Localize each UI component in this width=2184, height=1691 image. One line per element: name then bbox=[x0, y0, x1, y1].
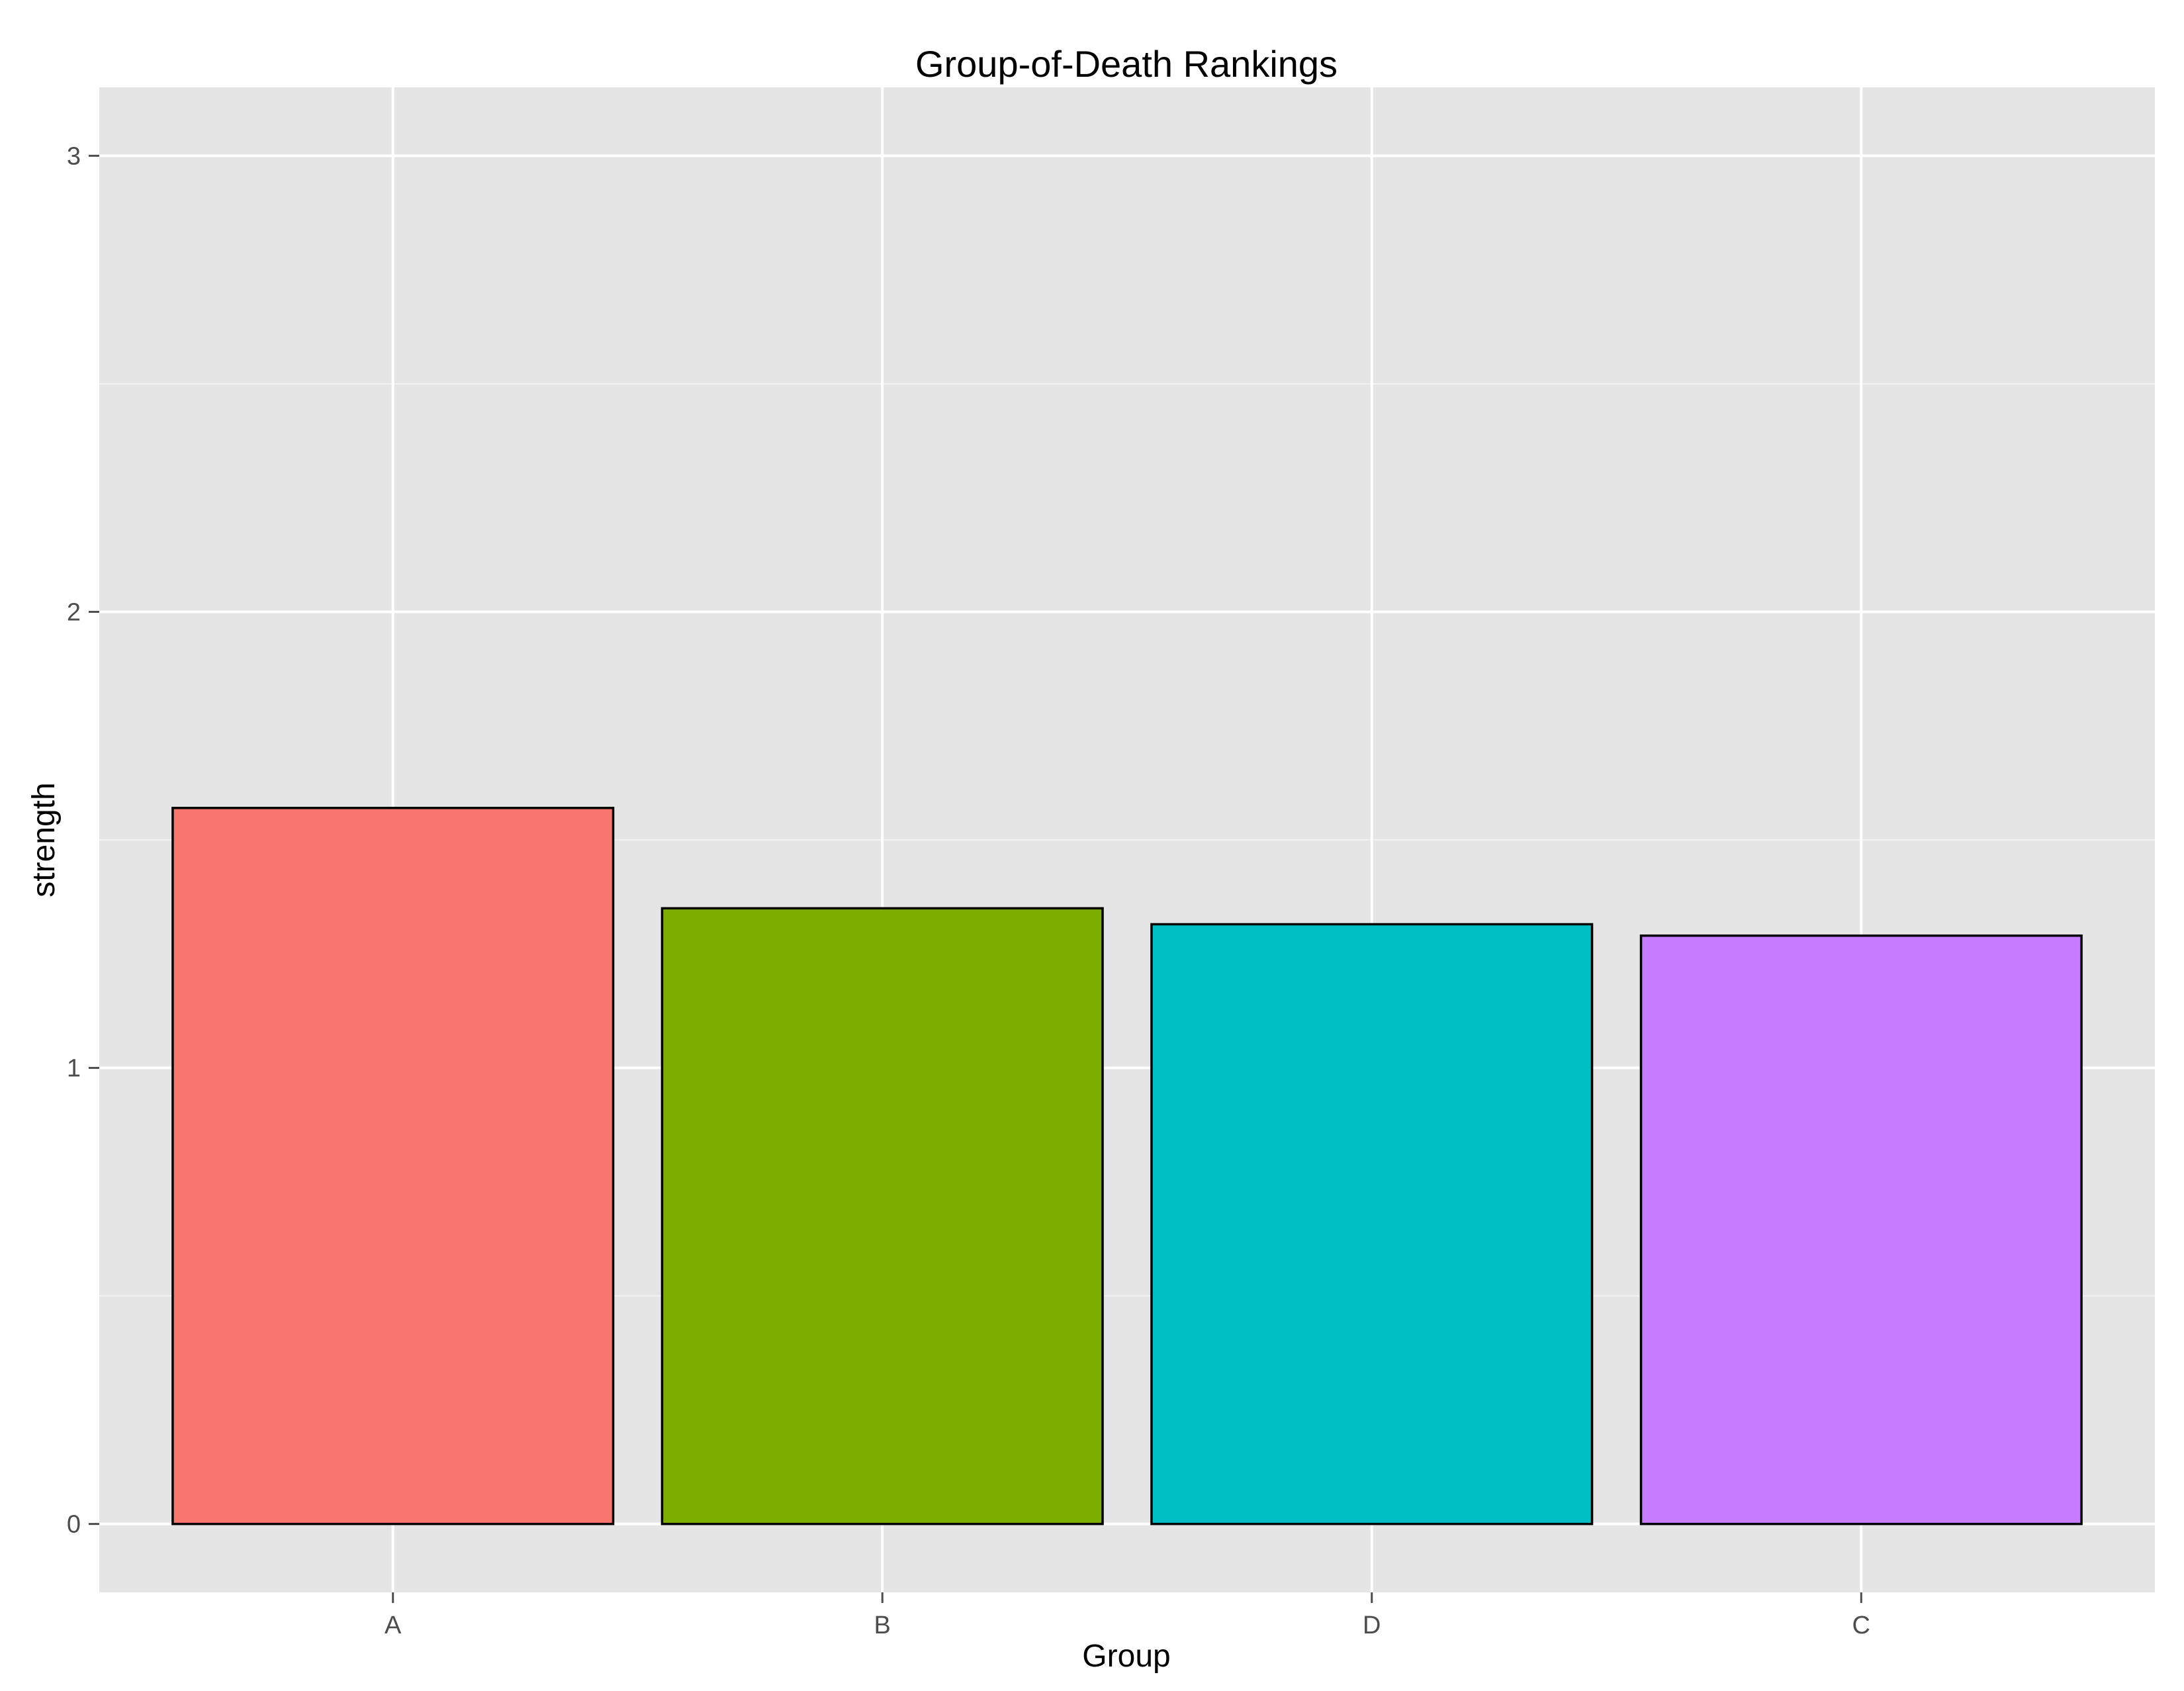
x-tick-label: A bbox=[385, 1612, 402, 1639]
x-axis-title: Group bbox=[1082, 1639, 1170, 1674]
y-tick-label: 2 bbox=[67, 598, 81, 626]
bar-C bbox=[1639, 934, 2083, 1526]
bar-D bbox=[1150, 923, 1594, 1526]
bars bbox=[171, 807, 2083, 1526]
y-axis-title: strength bbox=[26, 782, 62, 897]
chart-title: Group-of-Death Rankings bbox=[915, 43, 1338, 85]
x-tick-label: B bbox=[874, 1612, 891, 1639]
y-tick-label: 3 bbox=[67, 142, 81, 170]
x-tick-label: C bbox=[1852, 1612, 1870, 1639]
bar-A bbox=[171, 807, 615, 1526]
bar-B bbox=[660, 907, 1104, 1526]
y-axis: 0 1 2 3 bbox=[67, 142, 99, 1539]
y-tick-label: 1 bbox=[67, 1055, 81, 1083]
y-tick-label: 0 bbox=[67, 1511, 81, 1539]
x-tick-label: D bbox=[1363, 1612, 1381, 1639]
